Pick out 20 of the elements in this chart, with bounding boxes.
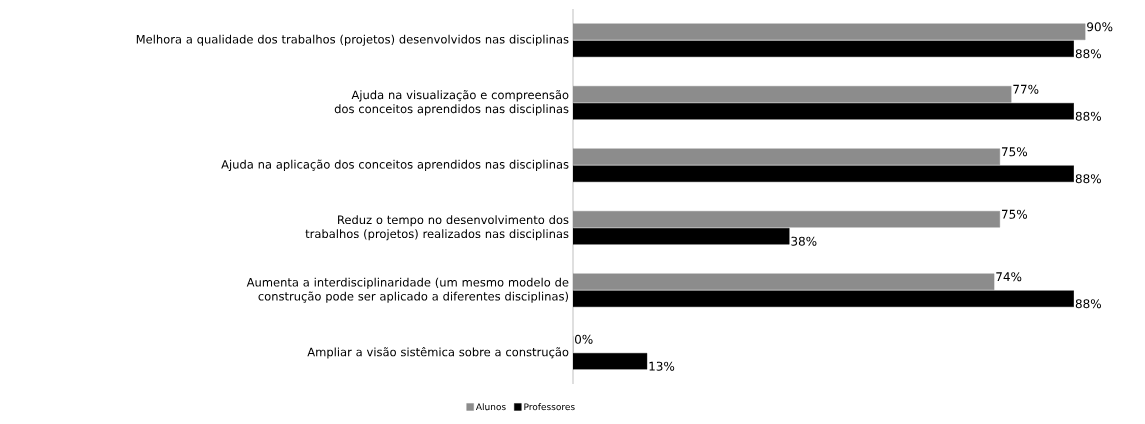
y-tick-label: Ajuda na aplicação dos conceitos aprendidos nas disciplinas [221,159,569,171]
data-label: 0% [574,334,593,344]
legend-label: Professores [524,403,575,411]
data-label: 88% [1075,111,1101,121]
data-label: 88% [1075,49,1101,59]
data-label: 38% [791,236,817,246]
legend-label: Alunos [475,403,506,411]
data-label: 75% [1001,147,1027,157]
y-tick-label: Reduz o tempo no desenvolvimento dos trabalhos (projetos) realizados nas disciplinas [305,215,569,241]
y-tick-label: Ampliar a visão sistêmica sobre a construção [307,346,569,359]
data-label: 13% [649,361,675,371]
y-tick-label: Ajuda na visualização e compreensão dos conceitos aprendidos nas disciplinas [334,90,569,116]
data-label: 77% [1013,84,1039,94]
data-label: 88% [1075,174,1101,184]
data-label: 90% [1087,22,1113,32]
data-label: 88% [1075,299,1101,309]
data-label: 75% [1001,209,1027,219]
y-tick-label: Melhora a qualidade dos trabalhos (projetos) desenvolvidos nas disciplinas [136,34,569,46]
y-tick-label: Aumenta a interdisciplinaridade (um mesmo modelo de construção pode ser aplicado a diferentes disciplinas) [246,277,569,303]
data-label: 74% [996,272,1022,282]
